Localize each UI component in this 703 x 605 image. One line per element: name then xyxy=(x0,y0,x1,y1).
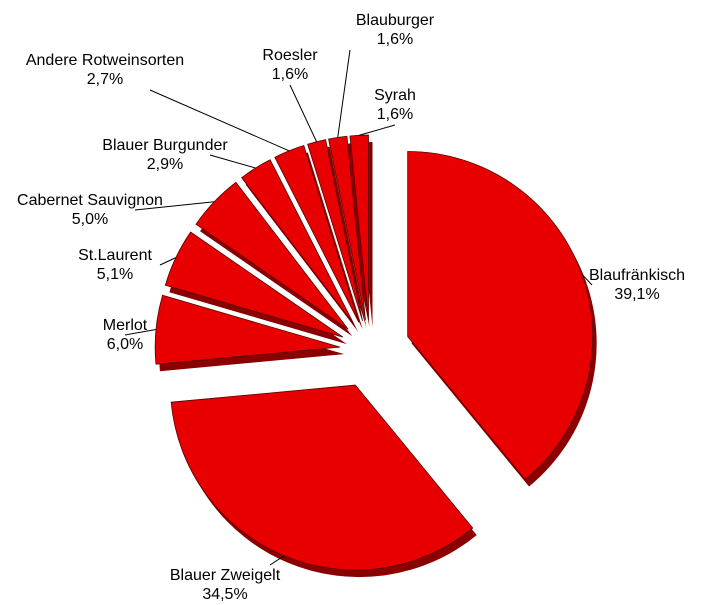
slice-value-label: 5,0% xyxy=(72,211,108,228)
slice-label: Blauburger xyxy=(356,12,435,29)
leader-line xyxy=(269,555,285,566)
slice-label: Syrah xyxy=(374,87,416,104)
slice-value-label: 2,9% xyxy=(147,156,183,173)
slice-top xyxy=(170,384,474,571)
slice xyxy=(154,294,345,372)
slice-label: St.Laurent xyxy=(78,247,152,264)
slice-value-label: 5,1% xyxy=(97,266,133,283)
leader-line xyxy=(289,84,318,142)
slice-label: Cabernet Sauvignon xyxy=(17,192,163,209)
slice-value-label: 2,7% xyxy=(87,71,123,88)
slice-value-label: 39,1% xyxy=(614,286,659,303)
slice-top xyxy=(407,151,594,481)
leader-line xyxy=(337,49,351,138)
slice-value-label: 6,0% xyxy=(107,336,143,353)
leader-line xyxy=(359,124,396,136)
leader-line xyxy=(581,273,593,286)
slice-value-label: 1,6% xyxy=(377,31,413,48)
slice-value-label: 34,5% xyxy=(202,586,247,603)
slice-label: Blaufränkisch xyxy=(589,267,685,284)
leader-line xyxy=(149,89,290,152)
slice xyxy=(170,384,477,578)
slice-top xyxy=(154,294,341,365)
slice xyxy=(349,134,373,328)
leader-line xyxy=(209,154,256,169)
slice-label: Roesler xyxy=(262,47,318,64)
slice xyxy=(407,151,597,487)
slice-label: Andere Rotweinsorten xyxy=(26,52,184,69)
slice-label: Merlot xyxy=(103,317,148,334)
slice-value-label: 1,6% xyxy=(377,106,413,123)
slice-label: Blauer Burgunder xyxy=(102,137,228,154)
slice-label: Blauer Zweigelt xyxy=(170,567,281,584)
leader-line xyxy=(124,328,157,336)
leader-line xyxy=(134,201,215,211)
leader-line xyxy=(159,257,177,266)
slice-value-label: 1,6% xyxy=(272,66,308,83)
